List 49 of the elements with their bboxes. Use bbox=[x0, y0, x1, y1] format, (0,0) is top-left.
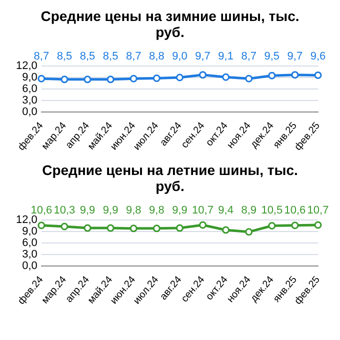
point bbox=[245, 228, 253, 236]
y-tick-label: 0,0 bbox=[22, 106, 38, 118]
data-label: 10,7 bbox=[307, 204, 329, 217]
data-label: 9,9 bbox=[172, 204, 188, 217]
data-label: 8,5 bbox=[80, 50, 96, 63]
y-tick-label: 9,0 bbox=[22, 72, 38, 84]
point bbox=[268, 222, 276, 230]
point bbox=[176, 224, 184, 232]
data-label: 8,7 bbox=[241, 50, 256, 63]
data-label: 8,5 bbox=[102, 50, 118, 63]
point bbox=[38, 222, 46, 230]
point bbox=[152, 224, 160, 232]
y-tick-label: 3,0 bbox=[22, 94, 38, 107]
data-label: 9,9 bbox=[80, 204, 96, 217]
data-label: 8,9 bbox=[241, 204, 256, 217]
data-label: 9,8 bbox=[149, 204, 164, 217]
data-label: 9,8 bbox=[126, 204, 142, 217]
data-label: 9,9 bbox=[102, 204, 118, 217]
point bbox=[60, 222, 68, 230]
point bbox=[130, 224, 138, 232]
data-label: 8,8 bbox=[149, 50, 164, 63]
chart-title: Средние цены на летние шины, тыс. руб. bbox=[41, 162, 299, 194]
data-label: 9,1 bbox=[218, 50, 234, 63]
point bbox=[314, 221, 322, 229]
y-tick-label: 6,0 bbox=[22, 237, 38, 250]
y-tick-label: 3,0 bbox=[22, 248, 38, 261]
y-tick-label: 6,0 bbox=[22, 83, 38, 96]
y-tick-label: 9,0 bbox=[22, 226, 38, 238]
data-label: 9,0 bbox=[172, 50, 188, 63]
data-label: 9,7 bbox=[195, 50, 210, 63]
data-label: 10,3 bbox=[54, 204, 76, 217]
data-label: 9,7 bbox=[287, 50, 303, 63]
point bbox=[291, 222, 299, 230]
y-tick-label: 0,0 bbox=[22, 260, 38, 272]
point bbox=[199, 221, 207, 229]
data-label: 10,6 bbox=[284, 204, 306, 217]
chart-title: Средние цены на зимние шины, тыс. руб. bbox=[40, 8, 300, 40]
data-label: 9,6 bbox=[310, 50, 326, 63]
data-label: 10,5 bbox=[261, 204, 283, 217]
data-label: 8,5 bbox=[56, 50, 72, 63]
point bbox=[222, 226, 230, 234]
data-label: 8,7 bbox=[126, 50, 142, 63]
data-label: 9,4 bbox=[218, 204, 234, 217]
y-tick-label: 12,0 bbox=[16, 60, 38, 72]
data-label: 9,5 bbox=[264, 50, 280, 63]
point bbox=[84, 224, 92, 232]
data-label: 10,7 bbox=[192, 204, 214, 217]
y-tick-label: 12,0 bbox=[16, 214, 38, 226]
point bbox=[106, 224, 114, 232]
